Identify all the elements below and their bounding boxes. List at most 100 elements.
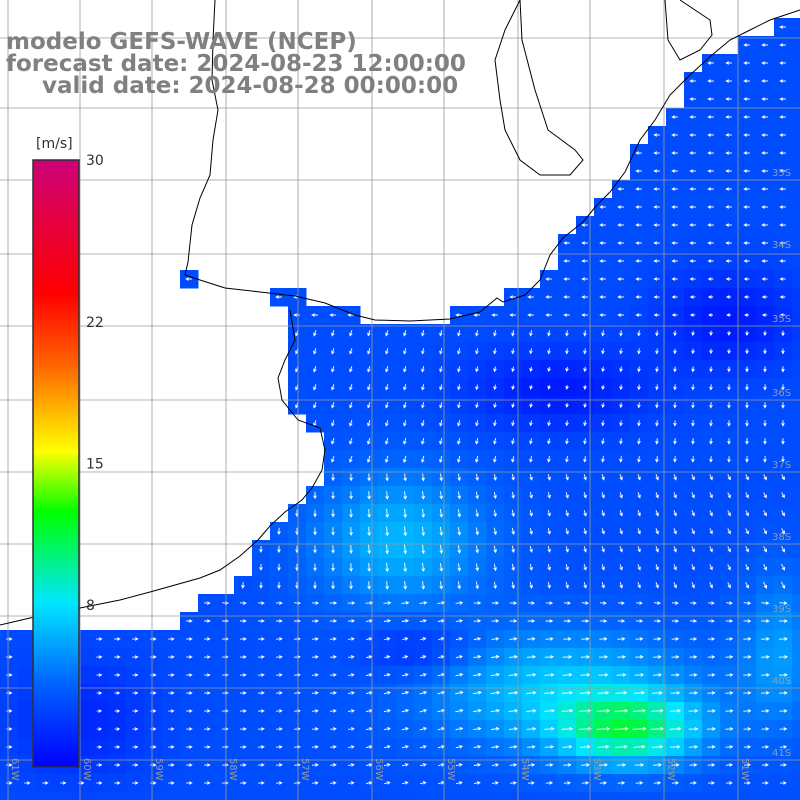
wind-arrow	[635, 277, 642, 281]
wind-arrow	[493, 402, 497, 409]
wind-arrow	[475, 402, 479, 409]
wind-arrow	[688, 745, 699, 749]
wind-arrow	[474, 781, 481, 785]
wind-arrow	[421, 402, 425, 409]
wind-arrow	[689, 619, 698, 623]
lon-label: 59W	[153, 758, 164, 781]
lat-label: 41S	[772, 748, 791, 759]
wind-arrow	[601, 492, 605, 499]
ocean-cell	[18, 702, 37, 721]
wind-arrow	[439, 455, 443, 464]
wind-arrow	[709, 564, 713, 571]
wind-arrow	[312, 691, 319, 695]
ocean-cell	[792, 162, 800, 181]
wind-arrow	[727, 564, 731, 571]
wind-arrow	[527, 619, 536, 623]
wind-arrow	[547, 545, 551, 553]
wind-arrow	[529, 527, 533, 535]
wind-arrow	[707, 277, 714, 281]
wind-arrow	[439, 544, 444, 555]
wind-arrow	[637, 438, 641, 445]
wind-arrow	[763, 456, 767, 463]
wind-arrow	[673, 510, 677, 517]
wind-arrow	[384, 637, 391, 641]
wind-arrow	[511, 456, 515, 463]
wind-arrow	[781, 510, 785, 517]
wind-arrow	[635, 151, 642, 155]
wind-arrow	[527, 313, 534, 317]
wind-arrow	[744, 313, 749, 317]
lat-label: 40S	[772, 676, 791, 687]
wind-arrow	[781, 492, 785, 499]
ocean-cell	[450, 792, 469, 800]
wind-arrow	[439, 491, 444, 500]
wind-arrow	[781, 348, 785, 355]
wind-arrow	[601, 438, 605, 445]
wind-arrow	[421, 581, 426, 590]
wind-arrow	[691, 546, 695, 553]
wind-arrow	[781, 438, 785, 445]
wind-arrow	[689, 277, 696, 281]
wind-arrow	[688, 709, 699, 713]
wind-arrow	[707, 241, 714, 245]
wind-arrow	[403, 402, 407, 409]
wind-arrow	[655, 546, 659, 553]
wind-arrow	[527, 601, 536, 605]
wind-arrow	[565, 510, 569, 517]
wind-arrow	[689, 187, 696, 191]
wind-arrow	[671, 133, 678, 137]
wind-arrow	[616, 763, 627, 767]
wind-arrow	[673, 330, 677, 337]
wind-arrow	[509, 295, 516, 299]
wind-arrow	[276, 781, 283, 785]
wind-arrow	[547, 330, 551, 337]
wind-arrow	[617, 223, 624, 227]
wind-arrow	[691, 438, 695, 445]
wind-arrow	[635, 259, 642, 263]
lat-label: 35S	[772, 314, 791, 325]
wind-arrow	[563, 619, 572, 623]
wind-arrow	[689, 133, 696, 137]
wind-arrow	[403, 330, 407, 337]
wind-arrow	[96, 763, 103, 767]
ocean-cell	[792, 126, 800, 145]
wind-arrow	[509, 637, 518, 641]
wind-arrow	[347, 601, 356, 605]
wind-arrow	[421, 348, 425, 355]
wind-arrow	[671, 637, 680, 641]
wind-arrow	[655, 348, 659, 355]
wind-arrow	[614, 708, 629, 713]
wind-arrow	[349, 330, 353, 337]
wind-arrow	[565, 564, 569, 571]
wind-arrow	[421, 330, 425, 337]
wind-arrow	[114, 637, 121, 641]
wind-arrow	[543, 708, 555, 713]
wind-arrow	[455, 619, 464, 623]
lon-label: 55W	[445, 758, 456, 781]
ocean-cell	[126, 792, 145, 800]
wind-arrow	[598, 673, 609, 677]
wind-arrow	[526, 708, 537, 713]
wind-arrow	[132, 727, 139, 731]
wind-arrow	[599, 259, 606, 263]
wind-arrow	[331, 330, 335, 337]
wind-arrow	[637, 474, 641, 481]
lat-label: 39S	[772, 604, 791, 615]
lat-label: 34S	[772, 240, 791, 251]
wind-arrow	[689, 781, 697, 785]
wind-arrow	[313, 402, 317, 409]
wind-arrow	[240, 691, 247, 695]
lon-label: 60W	[81, 758, 92, 781]
wind-arrow	[240, 619, 247, 623]
wind-arrow	[329, 619, 338, 623]
wind-arrow	[745, 474, 749, 481]
wind-arrow	[707, 673, 716, 677]
wind-arrow	[349, 366, 353, 373]
wind-arrow	[439, 526, 444, 537]
ocean-cell	[792, 324, 800, 343]
wind-arrow	[763, 348, 767, 355]
wind-arrow	[601, 348, 605, 355]
wind-arrow	[565, 348, 569, 355]
wind-arrow	[312, 745, 319, 749]
